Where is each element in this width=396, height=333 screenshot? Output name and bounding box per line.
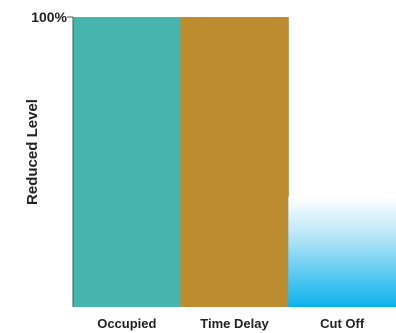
x-tick-label: Cut Off — [320, 316, 365, 331]
x-axis-labels: Occupied Time Delay Cut Off — [97, 316, 365, 331]
bar-cut-off — [288, 196, 396, 307]
y-tick-label: 100% — [31, 9, 67, 25]
y-axis-label: Reduced Level — [24, 99, 41, 205]
x-tick-label: Time Delay — [200, 316, 269, 331]
bar-occupied — [73, 17, 182, 307]
x-tick-label: Occupied — [97, 316, 156, 331]
bars — [73, 17, 396, 307]
bar-time-delay — [180, 17, 289, 307]
